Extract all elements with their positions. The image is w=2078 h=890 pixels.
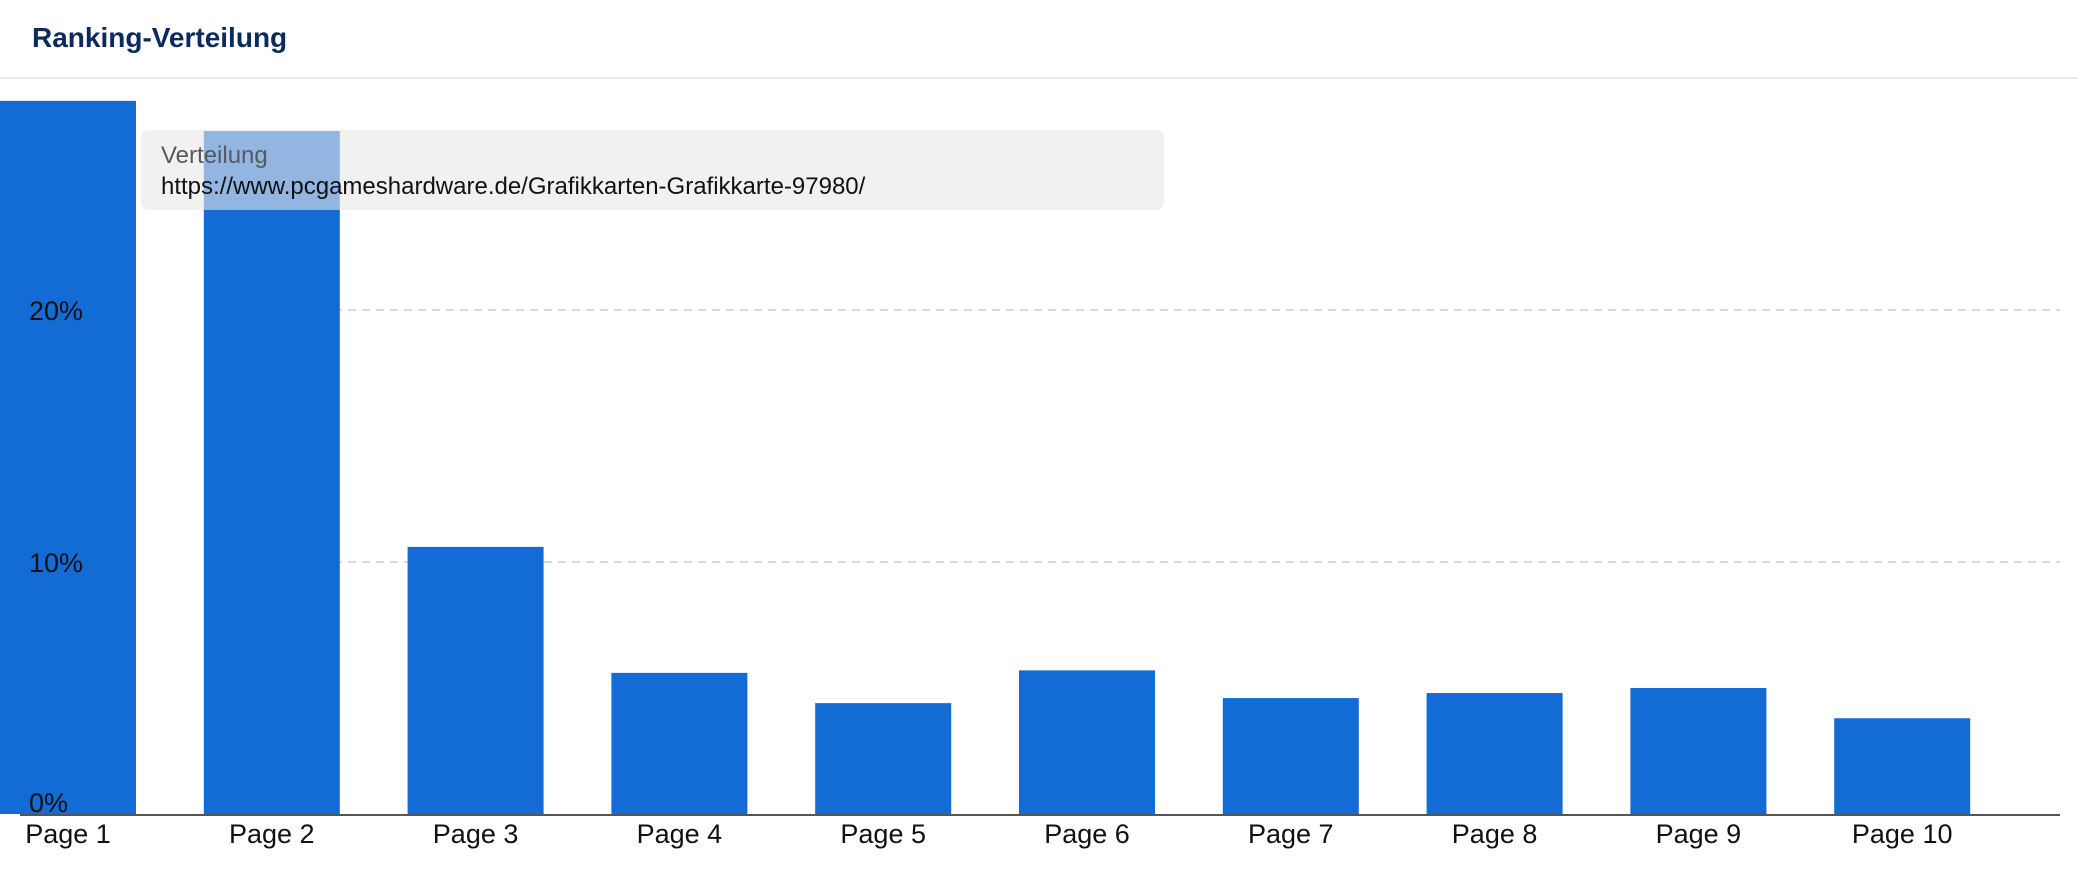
bar-page-8[interactable] [1426, 693, 1563, 814]
x-tick-label: Page 4 [637, 819, 723, 849]
bar-page-5[interactable] [815, 703, 952, 814]
tooltip-series-name: Verteilung [161, 142, 268, 169]
x-tick-label: Page 8 [1452, 819, 1538, 849]
x-tick-label: Page 5 [840, 819, 926, 849]
x-tick-label: Page 7 [1248, 819, 1334, 849]
x-tick-label: Page 2 [229, 819, 315, 849]
bar-page-3[interactable] [407, 546, 544, 814]
bar-page-2[interactable] [203, 131, 340, 814]
card-header: Ranking-Verteilung [0, 0, 2078, 79]
x-tick-label: Page 3 [433, 819, 519, 849]
x-tick-label: Page 6 [1044, 819, 1130, 849]
x-tick-label: Page 10 [1852, 819, 1953, 849]
chart-title: Ranking-Verteilung [32, 22, 288, 53]
chart-tooltip: Verteilung https://www.pcgameshardware.d… [141, 130, 1164, 210]
x-tick-label: Page 1 [25, 819, 111, 849]
bar-page-1[interactable] [0, 100, 136, 815]
bar-page-10[interactable] [1834, 718, 1971, 814]
bar-page-7[interactable] [1222, 698, 1359, 814]
y-tick-label: 10% [29, 548, 83, 578]
y-tick-label: 0% [29, 788, 68, 818]
bar-page-9[interactable] [1630, 688, 1767, 814]
tooltip-value: https://www.pcgameshardware.de/Grafikkar… [161, 173, 866, 200]
x-tick-label: Page 9 [1656, 819, 1742, 849]
y-tick-label: 20% [29, 296, 83, 326]
bar-page-4[interactable] [611, 672, 748, 814]
bar-page-6[interactable] [1019, 670, 1155, 814]
